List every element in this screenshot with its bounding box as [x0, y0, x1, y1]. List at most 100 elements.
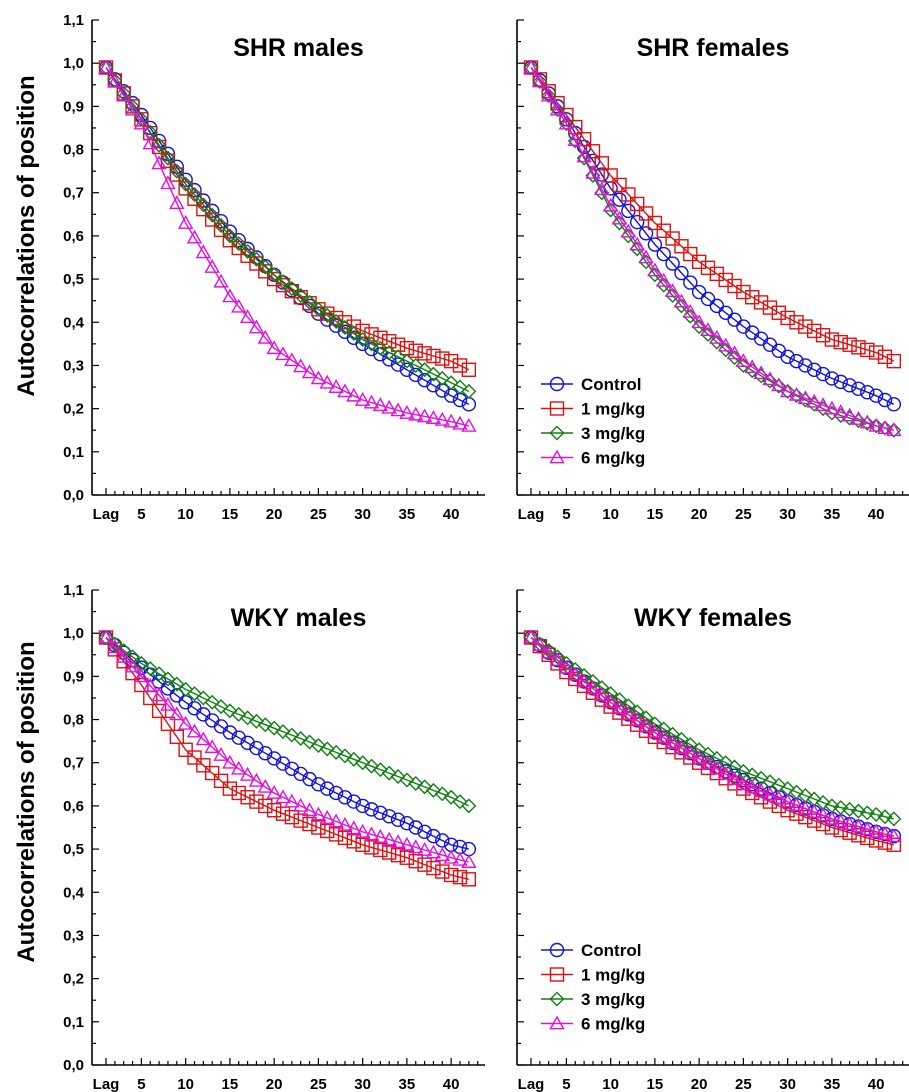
- data-point-1-mg-kg: [178, 181, 193, 196]
- data-point-3-mg-kg: [399, 772, 415, 788]
- data-point-6-mg-kg: [771, 790, 787, 805]
- data-point-3-mg-kg: [425, 366, 441, 382]
- data-point-control: [355, 798, 370, 814]
- data-point-3-mg-kg: [408, 357, 424, 373]
- data-point-3-mg-kg: [665, 726, 681, 742]
- data-point-3-mg-kg: [558, 116, 574, 132]
- data-point-3-mg-kg: [231, 706, 247, 722]
- data-point-1-mg-kg: [311, 820, 326, 835]
- data-point-control: [337, 790, 353, 805]
- data-point-3-mg-kg: [222, 228, 238, 244]
- data-point-3-mg-kg: [178, 681, 194, 697]
- legend-marker-circle: [549, 942, 565, 958]
- data-point-6-mg-kg: [594, 181, 610, 196]
- series-line-3-mg-kg: [530, 636, 894, 820]
- data-point-6-mg-kg: [186, 723, 203, 738]
- data-point-6-mg-kg: [868, 823, 884, 838]
- data-point-3-mg-kg: [452, 379, 468, 395]
- data-point-1-mg-kg: [824, 820, 840, 835]
- data-point-6-mg-kg: [576, 148, 592, 163]
- x-tick-label-5: 5: [137, 1076, 145, 1092]
- data-point-3-mg-kg: [116, 85, 132, 101]
- x-tick-label-lag: Lag: [518, 1076, 545, 1092]
- data-point-control: [691, 284, 707, 300]
- data-point-1-mg-kg: [364, 327, 379, 342]
- legend-marker-square: [549, 401, 565, 416]
- data-point-1-mg-kg: [231, 785, 246, 801]
- x-tick-label-25: 25: [310, 506, 327, 523]
- data-point-1-mg-kg: [886, 837, 902, 852]
- data-point-1-mg-kg: [789, 315, 804, 330]
- data-point-3-mg-kg: [310, 301, 326, 317]
- data-point-6-mg-kg: [664, 283, 681, 298]
- data-point-6-mg-kg: [611, 700, 628, 715]
- data-point-control: [346, 794, 361, 809]
- data-point-control: [390, 812, 406, 827]
- data-point-6-mg-kg: [850, 818, 867, 833]
- data-point-control: [700, 291, 716, 307]
- series-line-control: [105, 67, 470, 405]
- data-point-control: [222, 725, 238, 740]
- data-point-1-mg-kg: [860, 830, 875, 846]
- legend-label: 3 mg/kg: [581, 424, 645, 443]
- data-point-6-mg-kg: [788, 386, 805, 401]
- data-point-6-mg-kg: [133, 115, 150, 130]
- legend-marker-diamond: [549, 991, 565, 1007]
- data-point-6-mg-kg: [868, 417, 884, 432]
- legend-label: 1 mg/kg: [581, 966, 645, 985]
- data-point-6-mg-kg: [753, 365, 769, 380]
- data-point-6-mg-kg: [762, 371, 778, 386]
- x-tick-label-25: 25: [735, 1076, 752, 1092]
- data-point-6-mg-kg: [293, 358, 309, 373]
- data-point-3-mg-kg: [240, 243, 256, 259]
- data-point-6-mg-kg: [638, 249, 654, 264]
- data-point-6-mg-kg: [567, 666, 583, 681]
- data-point-control: [461, 841, 477, 857]
- data-point-6-mg-kg: [744, 779, 760, 794]
- data-point-6-mg-kg: [266, 340, 282, 355]
- series-1-mg-kg: [523, 630, 902, 852]
- x-tick-label-15: 15: [222, 506, 239, 523]
- data-point-3-mg-kg: [266, 267, 282, 283]
- data-point-control: [798, 358, 813, 373]
- data-point-6-mg-kg: [416, 842, 433, 856]
- data-point-3-mg-kg: [886, 811, 902, 827]
- legend-marker-square: [549, 967, 565, 982]
- data-point-6-mg-kg: [762, 786, 778, 801]
- y-axis-label-bottom: Autocorrelations of position: [13, 641, 40, 962]
- data-point-control: [886, 397, 902, 412]
- data-point-6-mg-kg: [841, 816, 858, 830]
- data-point-6-mg-kg: [824, 810, 840, 825]
- data-point-3-mg-kg: [151, 666, 167, 682]
- data-point-6-mg-kg: [656, 729, 672, 744]
- data-point-3-mg-kg: [337, 319, 353, 335]
- data-point-1-mg-kg: [585, 144, 601, 159]
- data-point-6-mg-kg: [399, 405, 415, 419]
- data-point-1-mg-kg: [187, 191, 202, 206]
- y-tick-label-0-2: 0,2: [63, 401, 84, 418]
- data-point-1-mg-kg: [877, 835, 893, 850]
- data-point-6-mg-kg: [576, 673, 592, 688]
- x-tick-label-5: 5: [562, 506, 570, 523]
- data-point-6-mg-kg: [222, 754, 238, 769]
- data-point-1-mg-kg: [603, 168, 618, 183]
- data-point-3-mg-kg: [647, 716, 663, 732]
- data-point-control: [709, 298, 725, 314]
- legend-marker-triangle: [549, 449, 565, 464]
- data-point-6-mg-kg: [647, 262, 663, 277]
- data-point-1-mg-kg: [417, 857, 432, 872]
- data-point-6-mg-kg: [124, 658, 141, 673]
- data-point-3-mg-kg: [868, 807, 884, 823]
- data-point-6-mg-kg: [735, 353, 752, 368]
- x-tick-label-40: 40: [868, 506, 885, 523]
- data-point-control: [231, 730, 246, 745]
- x-tick-label-5: 5: [562, 1076, 570, 1092]
- data-point-3-mg-kg: [275, 274, 291, 290]
- data-point-1-mg-kg: [461, 872, 477, 887]
- data-point-1-mg-kg: [355, 323, 370, 339]
- data-point-control: [373, 805, 388, 821]
- x-tick-label-lag: Lag: [518, 506, 545, 523]
- y-tick-label-0-1: 0,1: [63, 1014, 84, 1031]
- data-point-6-mg-kg: [638, 718, 654, 733]
- x-tick-label-30: 30: [354, 506, 371, 523]
